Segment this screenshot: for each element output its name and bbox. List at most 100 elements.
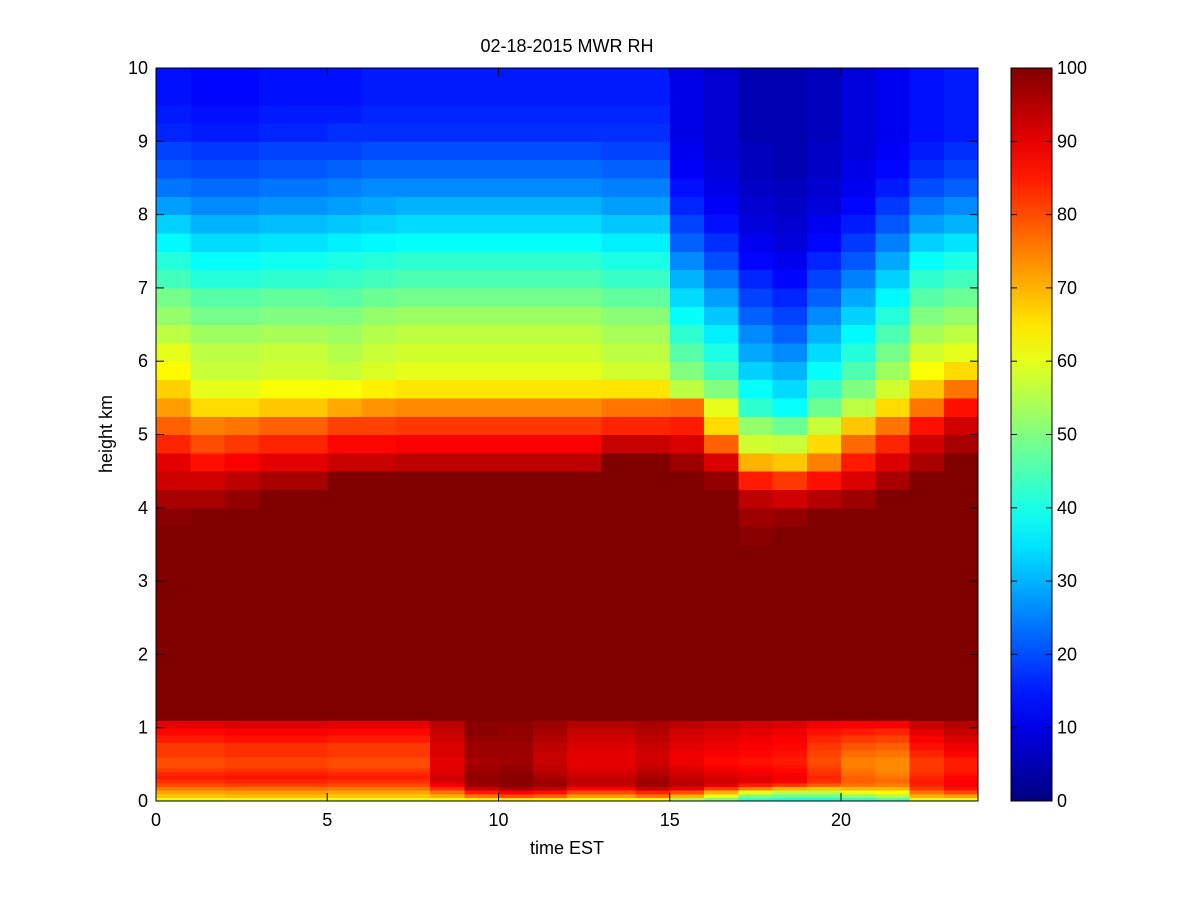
heatmap-cell [635,742,671,751]
y-tick-label: 4 [138,498,148,518]
heatmap-cell [361,452,397,472]
heatmap-cell [293,269,328,289]
heatmap-cell [498,782,534,787]
heatmap-cell [567,757,602,765]
heatmap-cell [841,779,876,784]
heatmap-cell [293,661,328,670]
heatmap-cell [190,705,226,714]
heatmap-cell [875,654,911,663]
heatmap-cell [258,434,294,454]
heatmap-cell [601,379,637,399]
heatmap-cell [258,617,294,637]
heatmap-cell [841,342,876,362]
heatmap-cell [669,782,705,787]
heatmap-cell [772,159,808,179]
heatmap-cell [532,698,568,707]
heatmap-cell [909,86,945,106]
heatmap-cell [601,727,637,736]
heatmap-cell [669,562,705,582]
heatmap-cell [909,742,945,751]
heatmap-cell [532,269,568,289]
heatmap-cell [430,661,465,670]
heatmap-cell [156,698,191,707]
heatmap-cell [841,214,876,234]
heatmap-cell [430,581,465,601]
heatmap-cell [738,757,774,765]
heatmap-cell [875,669,911,677]
heatmap-cell [532,122,568,142]
heatmap-cell [224,104,260,124]
heatmap-cell [430,471,465,491]
heatmap-cell [635,177,671,197]
heatmap-cell [258,141,294,161]
heatmap-cell [909,705,945,714]
heatmap-cell [806,786,842,791]
heatmap-cell [190,581,226,601]
heatmap-cell [875,434,911,454]
heatmap-cell [669,786,705,791]
heatmap-cell [567,775,602,780]
heatmap-cell [601,669,637,677]
heatmap-cell [841,676,876,685]
heatmap-cell [293,790,328,795]
heatmap-cell [498,104,534,124]
heatmap-cell [361,434,397,454]
heatmap-cell [464,797,500,802]
heatmap-cell [258,269,294,289]
heatmap-cell [464,489,500,509]
heatmap-cell [704,581,739,601]
heatmap-cell [327,691,363,699]
heatmap-cell [258,544,294,564]
heatmap-cell [567,683,602,692]
heatmap-cell [532,683,568,692]
heatmap-cell [601,544,637,564]
heatmap-cell [841,742,876,751]
heatmap-cell [909,698,945,707]
heatmap-cell [704,159,739,179]
heatmap-cell [909,379,945,399]
heatmap-cell [395,581,431,601]
heatmap-cell [704,676,739,685]
heatmap-cell [498,68,534,87]
heatmap-cell [943,379,979,399]
heatmap-cell [190,544,226,564]
heatmap-cell [704,742,739,751]
heatmap-cell [430,287,465,307]
heatmap-cell [258,720,294,729]
heatmap-cell [704,661,739,670]
heatmap-cell [190,452,226,472]
heatmap-cell [704,452,739,472]
heatmap-cell [943,581,979,601]
heatmap-cell [704,177,739,197]
heatmap-cell [601,324,637,344]
heatmap-cell [258,361,294,381]
heatmap-cell [190,779,226,784]
heatmap-cell [464,177,500,197]
heatmap-cell [532,636,568,655]
heatmap-cell [156,617,191,637]
heatmap-cell [224,782,260,787]
heatmap-cell [224,86,260,106]
heatmap-cell [875,771,911,776]
heatmap-cell [601,232,637,252]
heatmap-cell [430,397,465,417]
heatmap-cell [224,654,260,663]
heatmap-cell [704,141,739,161]
heatmap-cell [430,727,465,736]
colorbar-tick-label: 80 [1057,205,1077,225]
heatmap-cell [601,434,637,454]
heatmap-cell [772,636,808,655]
heatmap-cell [293,471,328,491]
heatmap-cell [875,661,911,670]
heatmap-cell [430,654,465,663]
heatmap-cell [430,379,465,399]
heatmap-cell [738,768,774,773]
colorbar-tick-label: 50 [1057,425,1077,445]
heatmap-cell [464,720,500,729]
heatmap-cell [909,768,945,773]
heatmap-cell [156,471,191,491]
heatmap-cell [635,104,671,124]
heatmap-cell [293,698,328,707]
heatmap-cell [669,324,705,344]
